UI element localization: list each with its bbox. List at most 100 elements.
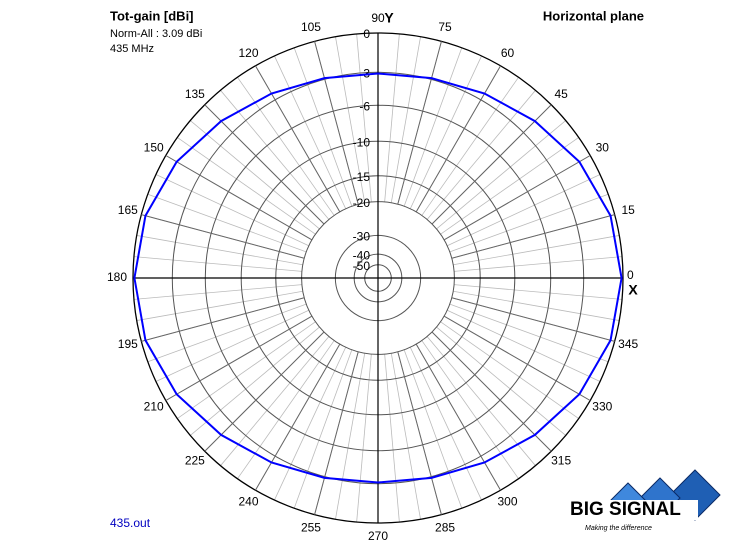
r-tick-label: -20 xyxy=(353,196,371,210)
angle-grid-line xyxy=(443,155,591,241)
angle-grid-line xyxy=(165,155,313,241)
angle-tick-label: 270 xyxy=(368,529,388,543)
minor-radial xyxy=(426,90,536,220)
minor-radial xyxy=(356,33,372,202)
angle-grid-line xyxy=(204,331,325,452)
minor-radial xyxy=(190,120,320,230)
minor-radial xyxy=(220,336,330,466)
angle-grid-line xyxy=(255,65,341,213)
r-tick-label: -6 xyxy=(359,99,370,113)
minor-radial xyxy=(155,309,309,382)
minor-radial xyxy=(136,235,303,266)
angle-tick-label: 45 xyxy=(554,87,568,101)
angle-grid-line xyxy=(255,343,341,491)
angle-tick-label: 105 xyxy=(301,20,321,34)
minor-radial xyxy=(237,340,335,479)
minor-radial xyxy=(403,349,463,509)
r-tick-label: 0 xyxy=(363,27,370,41)
minor-radial xyxy=(133,256,302,272)
minor-radial xyxy=(421,340,519,479)
minor-radial xyxy=(274,55,347,209)
angle-tick-label: 150 xyxy=(144,141,164,155)
grid xyxy=(132,32,624,524)
angle-tick-label: 330 xyxy=(592,400,612,414)
minor-radial xyxy=(147,193,307,253)
minor-radial xyxy=(390,36,421,203)
angle-grid-line xyxy=(451,297,615,342)
angle-grid-line xyxy=(443,315,591,401)
r-tick-label: -50 xyxy=(353,259,371,273)
angle-tick-label: 210 xyxy=(144,400,164,414)
minor-radial xyxy=(421,77,519,216)
minor-radial xyxy=(220,90,330,220)
angle-tick-label: 135 xyxy=(185,87,205,101)
minor-radial xyxy=(390,353,421,520)
minor-radial xyxy=(190,326,320,436)
angle-tick-label: 30 xyxy=(596,141,610,155)
angle-tick-label: 60 xyxy=(501,46,515,60)
r-tick-label: -30 xyxy=(353,230,371,244)
angle-grid-line xyxy=(397,41,442,205)
angle-tick-label: 240 xyxy=(238,494,258,508)
minor-radial xyxy=(436,120,566,230)
minor-radial xyxy=(335,36,366,203)
minor-radial xyxy=(155,174,309,247)
angle-tick-label: 120 xyxy=(238,46,258,60)
r-tick-label: -10 xyxy=(353,135,371,149)
minor-radial xyxy=(409,347,482,501)
annotation: 435 MHz xyxy=(110,43,154,55)
annotation: Norm-All : 3.09 dBi xyxy=(110,28,202,40)
angle-grid-line xyxy=(431,331,552,452)
angle-grid-line xyxy=(415,65,501,213)
minor-radial xyxy=(136,290,303,321)
angle-tick-label: 315 xyxy=(551,453,571,467)
r-tick-label: -3 xyxy=(359,66,370,80)
angle-tick-label: 300 xyxy=(497,494,517,508)
minor-radial xyxy=(274,347,347,501)
minor-radial xyxy=(454,284,623,300)
angle-tick-label: 180 xyxy=(107,270,127,284)
angle-grid-line xyxy=(397,351,442,515)
minor-radial xyxy=(335,353,366,520)
logo-name: BIG SIGNAL xyxy=(570,499,681,520)
angle-grid-line xyxy=(314,351,359,515)
angle-tick-label: 195 xyxy=(118,337,138,351)
angle-tick-label: 345 xyxy=(618,337,638,351)
minor-radial xyxy=(177,321,316,419)
minor-radial xyxy=(384,33,400,202)
minor-radial xyxy=(177,137,316,235)
minor-radial xyxy=(447,174,601,247)
minor-radial xyxy=(447,309,601,382)
logo: BIG SIGNAL Making the difference xyxy=(568,469,721,532)
angle-grid-line xyxy=(141,214,305,259)
plane-label: Horizontal plane xyxy=(543,8,644,23)
y-axis-label: Y xyxy=(384,10,394,26)
pattern-line xyxy=(133,72,623,484)
x-axis-label: X xyxy=(628,282,638,298)
minor-radial xyxy=(356,354,372,523)
angle-grid-line xyxy=(165,315,313,401)
angle-tick-label: 285 xyxy=(435,520,455,534)
angle-grid-line xyxy=(141,297,305,342)
minor-radial xyxy=(293,47,353,207)
angle-tick-label: 0 xyxy=(627,268,634,282)
minor-radial xyxy=(449,193,609,253)
minor-radial xyxy=(440,137,579,235)
angle-grid-line xyxy=(431,104,552,225)
minor-radial xyxy=(426,336,536,466)
angle-grid-line xyxy=(451,214,615,259)
angle-tick-label: 75 xyxy=(438,20,452,34)
minor-radial xyxy=(436,326,566,436)
angle-tick-label: 15 xyxy=(621,203,635,217)
r-tick-label: -15 xyxy=(353,170,371,184)
logo-tagline: Making the difference xyxy=(585,525,652,532)
chart-title: Tot-gain [dBi] xyxy=(110,8,194,23)
minor-radial xyxy=(147,303,307,363)
minor-radial xyxy=(440,321,579,419)
logo-band xyxy=(568,500,698,520)
angle-tick-label: 90 xyxy=(371,11,385,25)
minor-radial xyxy=(237,77,335,216)
minor-radial xyxy=(403,47,463,207)
r-tick-label: -40 xyxy=(353,248,371,262)
